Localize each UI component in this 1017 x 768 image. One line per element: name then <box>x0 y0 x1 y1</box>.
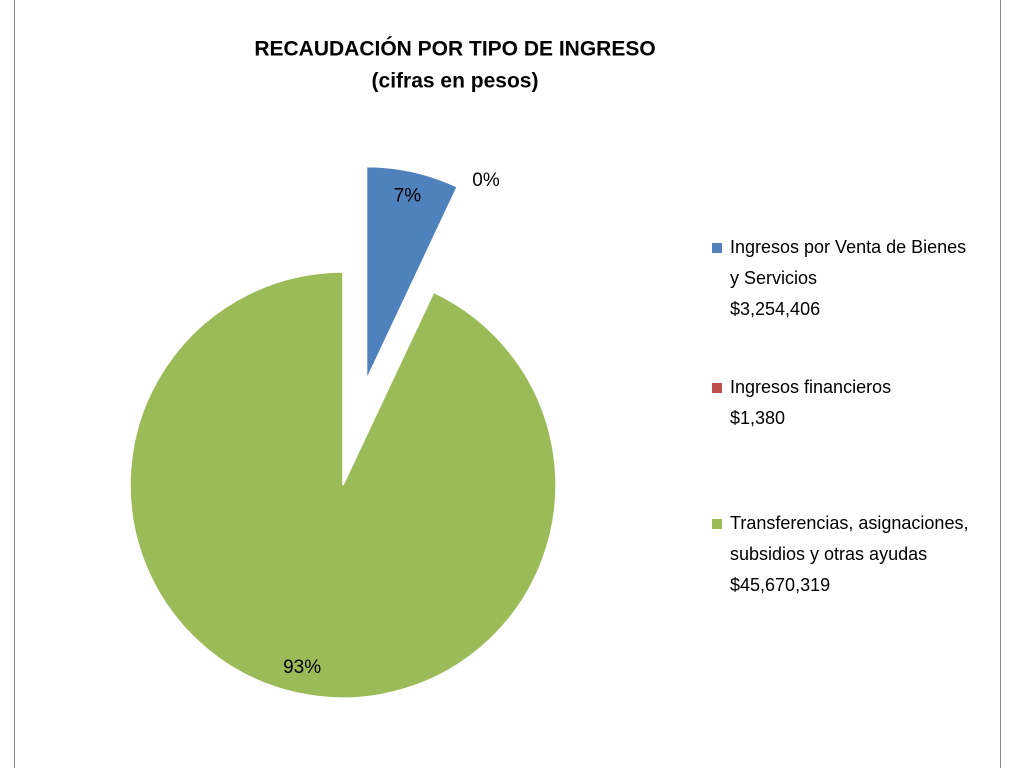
pie-slice <box>129 271 557 699</box>
legend-label: Ingresos por Venta de Bienes y Servicios <box>730 237 967 288</box>
legend-entry: Transferencias, asignaciones, subsidios … <box>712 508 982 601</box>
legend-amount: $45,670,319 <box>730 575 831 595</box>
legend-amount: $3,254,406 <box>730 299 821 319</box>
legend-swatch <box>712 383 722 393</box>
legend-label: Transferencias, asignaciones, subsidios … <box>730 513 969 564</box>
legend-amount: $1,380 <box>730 408 786 428</box>
data-label: 0% <box>472 170 500 191</box>
legend-swatch <box>712 519 722 529</box>
chart-subtitle: (cifras en pesos) <box>372 70 539 93</box>
legend-entry: Ingresos financieros $1,380 <box>712 372 982 434</box>
legend-label: Ingresos financieros <box>730 377 892 397</box>
chart-frame <box>14 0 1001 768</box>
chart-title: RECAUDACIÓN POR TIPO DE INGRESO <box>254 37 655 61</box>
data-label: 7% <box>394 186 422 207</box>
legend-entry: Ingresos por Venta de Bienes y Servicios… <box>712 232 982 325</box>
pie-slice <box>365 165 459 380</box>
legend-swatch <box>712 243 722 253</box>
data-label: 93% <box>283 657 321 678</box>
